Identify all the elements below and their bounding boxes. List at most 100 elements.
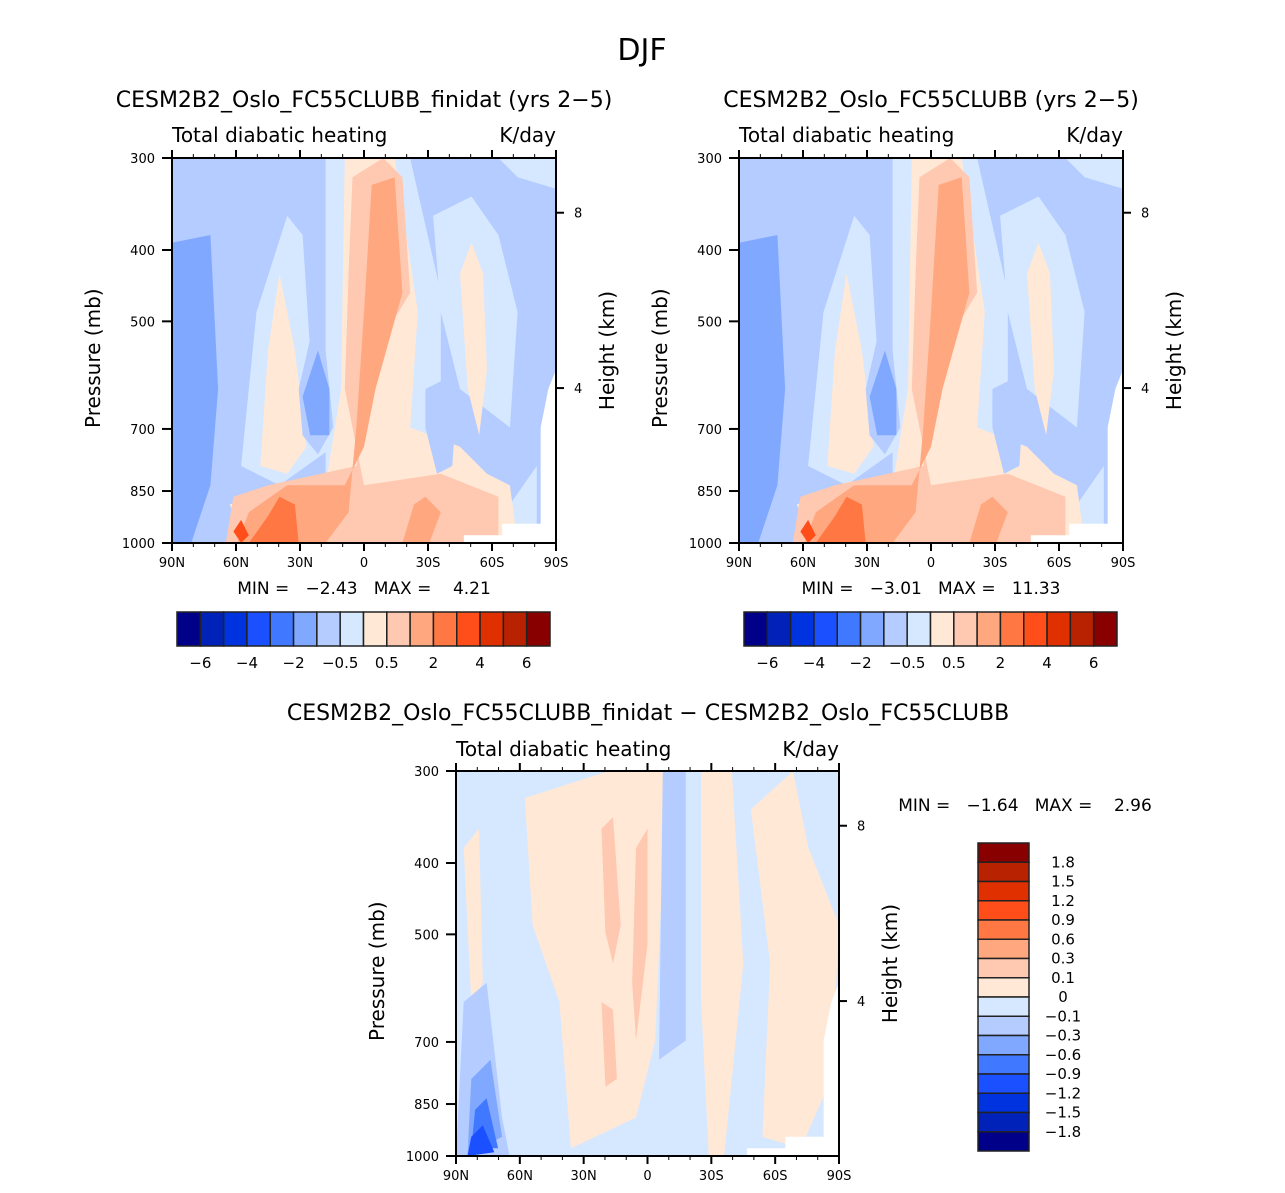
y-tick-label: 400 — [697, 244, 722, 259]
colorbar-box — [977, 861, 1030, 883]
x-tick-label: 30N — [287, 556, 313, 571]
colorbar-box — [883, 611, 908, 647]
colorbar-box — [977, 1054, 1030, 1075]
panel-title: CESM2B2_Oslo_FC55CLUBB_finidat (yrs 2−5) — [116, 88, 613, 113]
colorbar-box — [906, 611, 932, 647]
contour-region — [237, 177, 403, 543]
colorbar-label: 0.3 — [1051, 950, 1075, 968]
min-max-stats: MIN = −2.43 MAX = 4.21 — [237, 579, 491, 599]
y-axis-label: Pressure (mb) — [648, 288, 672, 428]
colorbar-box — [977, 900, 1030, 921]
y-tick-label: 500 — [697, 315, 722, 330]
contour-region — [804, 177, 970, 543]
y-tick-label: 700 — [697, 423, 722, 438]
contour-region — [827, 273, 874, 474]
colorbar-label: 1.2 — [1051, 892, 1075, 910]
x-tick-label: 0 — [360, 556, 368, 571]
colorbar-box — [929, 611, 955, 647]
y-tick-label: 300 — [697, 152, 722, 167]
contour-region — [402, 496, 441, 543]
contour-region — [460, 242, 487, 436]
right-subtitle: K/day — [499, 123, 556, 147]
colorbar-box — [316, 611, 341, 647]
colorbar-label: −0.6 — [1045, 1046, 1081, 1064]
x-tick-label: 0 — [643, 1169, 651, 1184]
colorbar-label: 6 — [522, 654, 532, 672]
panel-diff — [446, 763, 1030, 1164]
colorbar-box — [269, 611, 295, 647]
colorbar-box — [766, 611, 792, 647]
figure-title: DJF — [617, 33, 666, 68]
colorbar-label: 0 — [1058, 988, 1068, 1006]
contour-region — [498, 158, 556, 189]
y-axis-label: Pressure (mb) — [81, 288, 105, 428]
y-right-axis-label: Height (km) — [1162, 291, 1186, 410]
colorbar-box — [977, 1111, 1030, 1133]
y-tick-label: 500 — [130, 315, 155, 330]
contour-region — [601, 1002, 617, 1087]
x-tick-label: 0 — [927, 556, 935, 571]
colorbar-label: 6 — [1089, 654, 1099, 672]
contour-region — [172, 235, 219, 543]
panel-title: CESM2B2_Oslo_FC55CLUBB_finidat − CESM2B2… — [287, 701, 1009, 726]
y-tick-label: 400 — [130, 244, 155, 259]
colorbar-label: −2 — [850, 654, 872, 672]
colorbar-box — [977, 938, 1030, 960]
x-tick-label: 60S — [480, 556, 505, 571]
colorbar-label: 2 — [429, 654, 439, 672]
contour-region — [632, 828, 648, 1041]
contour-fill — [172, 158, 556, 543]
colorbar-label: −0.5 — [322, 654, 358, 672]
contour-fill — [739, 158, 1123, 543]
colorbar-box — [953, 611, 978, 647]
colorbar-box — [977, 996, 1030, 1017]
left-subtitle: Total diabatic heating — [738, 123, 954, 147]
colorbar-box — [292, 611, 318, 647]
y-right-tick-label: 4 — [574, 382, 582, 397]
x-tick-label: 60S — [763, 1169, 788, 1184]
min-max-stats: MIN = −3.01 MAX = 11.33 — [801, 579, 1060, 599]
contour-region — [659, 771, 686, 1060]
y-tick-label: 1000 — [406, 1150, 439, 1165]
colorbar-label: −4 — [803, 654, 825, 672]
colorbar-box — [176, 611, 202, 647]
missing-data-mask — [1030, 369, 1123, 543]
colorbar-box — [409, 611, 435, 647]
colorbar-box — [502, 611, 528, 647]
contour-region — [750, 771, 839, 1149]
colorbar-label: 2 — [996, 654, 1006, 672]
colorbar-box — [1092, 611, 1118, 647]
x-tick-label: 30S — [699, 1169, 724, 1184]
colorbar-box — [362, 611, 388, 647]
colorbar-box — [977, 842, 1030, 863]
y-tick-label: 850 — [697, 485, 722, 500]
x-tick-label: 90S — [827, 1169, 852, 1184]
colorbar-box — [977, 1015, 1030, 1037]
colorbar-box — [386, 611, 411, 647]
colorbar-box — [977, 1131, 1030, 1152]
contour-region — [302, 350, 330, 436]
colorbar-label: −0.9 — [1045, 1065, 1081, 1083]
y-axis-label: Pressure (mb) — [365, 901, 389, 1041]
colorbar-box — [813, 611, 838, 647]
colorbar-label: 4 — [475, 654, 485, 672]
y-tick-label: 300 — [130, 152, 155, 167]
x-tick-label: 90N — [443, 1169, 469, 1184]
x-tick-label: 60N — [790, 556, 816, 571]
colorbar-box — [456, 611, 481, 647]
contour-region — [601, 817, 621, 964]
colorbar-label: −6 — [756, 654, 778, 672]
contour-region — [701, 771, 744, 1156]
colorbar-box — [977, 1073, 1030, 1094]
colorbar-label: 0.5 — [375, 654, 399, 672]
colorbar-label: −4 — [236, 654, 258, 672]
contour-region — [248, 496, 299, 543]
y-right-tick-label: 8 — [1141, 207, 1149, 222]
colorbar-label: −1.8 — [1045, 1123, 1081, 1141]
y-tick-label: 1000 — [689, 537, 722, 552]
colorbar-box — [976, 611, 1002, 647]
colorbar — [977, 842, 1030, 1152]
colorbar-box — [432, 611, 458, 647]
contour-region — [739, 235, 786, 543]
panel-title: CESM2B2_Oslo_FC55CLUBB (yrs 2−5) — [723, 88, 1139, 113]
